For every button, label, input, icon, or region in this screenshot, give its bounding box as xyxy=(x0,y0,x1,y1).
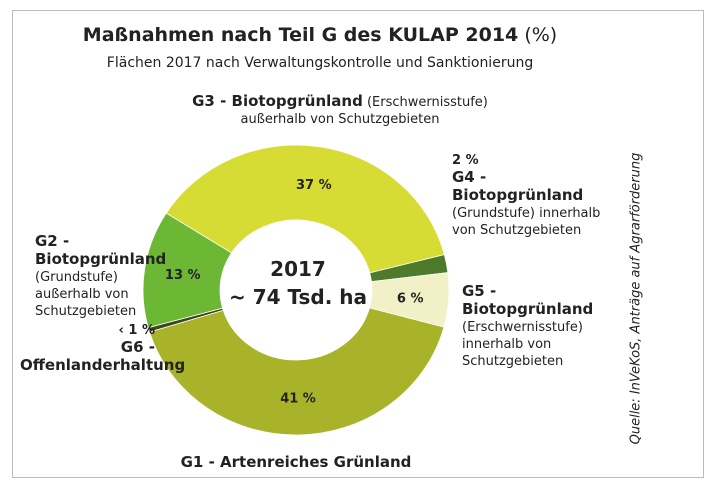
category-label: G5 - Biotopgrünland (Erschwernisstufe) i… xyxy=(462,283,612,370)
subtitle: Flächen 2017 nach Verwaltungskontrolle u… xyxy=(106,55,534,71)
category-label: 2 % G4 - Biotopgrünland (Grundstufe) inne… xyxy=(452,152,612,239)
title-unit: (%) xyxy=(524,24,558,46)
category-name: G4 - Biotopgrünland xyxy=(452,168,584,204)
frame xyxy=(12,10,704,478)
chart-title-block: Maßnahmen nach Teil G des KULAP 2014 (%) xyxy=(0,24,640,46)
category-description: (Erschwernisstufe) innerhalb von Schutzg… xyxy=(462,320,583,369)
category-name: G2 - Biotopgrünland xyxy=(35,232,167,268)
category-label: G1 - Artenreiches Grünland xyxy=(146,454,446,472)
center-label: ~ 74 Tsd. ha xyxy=(229,285,367,309)
category-name: G6 - Offenlanderhaltung xyxy=(20,338,186,374)
value-label: ‹ 1 % xyxy=(118,323,155,338)
value-label: 41 % xyxy=(280,391,316,406)
source: Quelle: InVeKoS, Anträge auf Agrarförder… xyxy=(628,152,644,445)
center-label: 2017 xyxy=(270,257,326,281)
value-label: 13 % xyxy=(165,268,201,283)
value-label: 37 % xyxy=(296,178,332,193)
value-label: 6 % xyxy=(397,291,424,306)
category-label: ‹ 1 % G6 - Offenlanderhaltung xyxy=(20,322,185,375)
value-label: 2 % xyxy=(452,153,479,168)
category-description: (Grundstufe) innerhalb von Schutzgebiete… xyxy=(452,206,601,238)
category-label: G3 - Biotopgrünland (Erschwernisstufe) a… xyxy=(190,93,490,128)
category-name: G1 - Artenreiches Grünland xyxy=(180,453,412,471)
chart-title: Maßnahmen nach Teil G des KULAP 2014 xyxy=(82,24,519,46)
category-description: (Erschwernisstufe) außerhalb von Schutzg… xyxy=(240,95,488,127)
donut-segment xyxy=(165,144,445,274)
category-name: G5 - Biotopgrünland xyxy=(462,282,594,318)
category-label: G2 - Biotopgrünland (Grundstufe) außerha… xyxy=(35,233,166,320)
category-name: G3 - Biotopgrünland xyxy=(192,92,363,110)
category-description: (Grundstufe) außerhalb von Schutzgebiete… xyxy=(35,270,137,319)
donut-segment xyxy=(149,307,445,436)
donut-segment xyxy=(142,212,233,329)
